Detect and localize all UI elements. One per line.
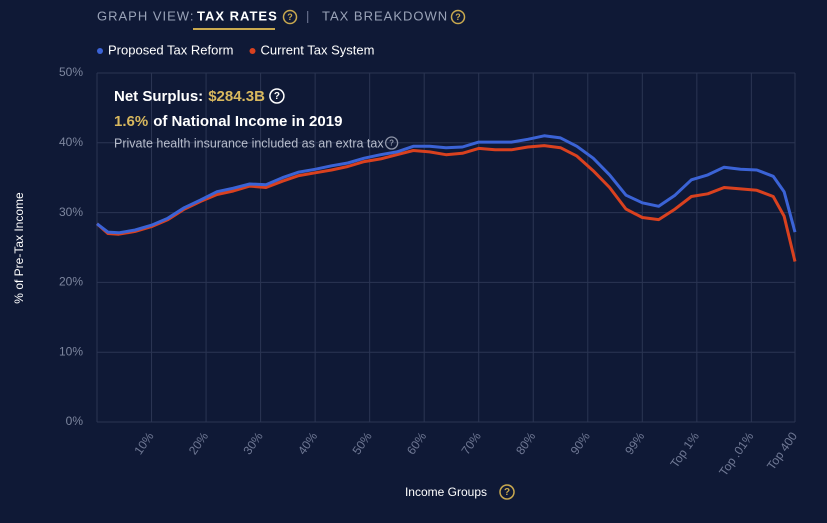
legend-label: Proposed Tax Reform [108, 42, 234, 57]
lines [96, 134, 797, 262]
annotation-note: Private health insurance included as an … [114, 136, 384, 150]
y-tick-label: 50% [59, 65, 83, 79]
svg-text:?: ? [274, 91, 280, 102]
tab[interactable]: TAX RATES [193, 8, 278, 30]
tab-underline [193, 28, 275, 30]
separator: | [306, 8, 309, 23]
legend-marker [97, 48, 103, 54]
y-tick-label: 30% [59, 205, 83, 219]
y-tick-label: 20% [59, 275, 83, 289]
y-tick-label: 0% [66, 414, 84, 428]
legend: Proposed Tax Reform Current Tax System [97, 42, 374, 57]
annotation-label: Net Surplus: [114, 88, 203, 105]
legend-label: Current Tax System [261, 42, 375, 57]
svg-text:?: ? [504, 487, 510, 498]
tab-label[interactable]: TAX BREAKDOWN [322, 8, 448, 23]
help-icon[interactable]: ? [384, 136, 399, 150]
y-tick-label: 10% [59, 344, 83, 358]
graph-view-label: GRAPH VIEW: [97, 8, 194, 23]
x-axis-title: Income Groups [405, 485, 487, 499]
series-line [96, 134, 797, 235]
series-line [96, 144, 797, 262]
svg-text:?: ? [287, 12, 293, 22]
svg-text:?: ? [455, 12, 461, 22]
legend-marker [249, 48, 256, 54]
y-axis-title: % of Pre-Tax Income [12, 192, 26, 304]
annotation-value: 1.6% [114, 113, 148, 130]
annotation-value: $284.3B [208, 88, 265, 105]
help-icon[interactable]: ? [450, 9, 466, 25]
svg-text:?: ? [389, 139, 394, 148]
y-tick-label: 40% [59, 135, 83, 149]
help-icon[interactable]: ? [499, 484, 515, 500]
help-icon[interactable]: ? [282, 9, 298, 25]
help-icon[interactable]: ? [269, 88, 285, 104]
annotation-label: of National Income in 2019 [153, 113, 342, 130]
tab-label[interactable]: TAX RATES [197, 8, 278, 23]
